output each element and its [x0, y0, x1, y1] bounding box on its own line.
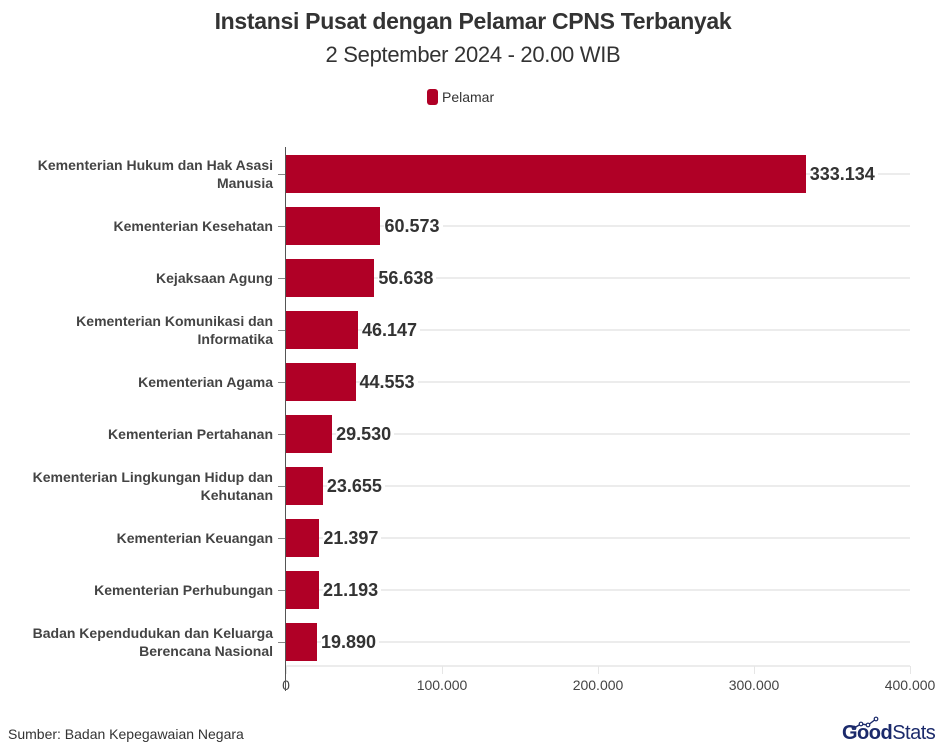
x-tick: [754, 666, 755, 674]
x-tick: [910, 666, 911, 674]
bar-value-label: 21.193: [323, 580, 382, 600]
gridline: [286, 641, 910, 643]
category-label: Kementerian Kesehatan: [113, 218, 273, 234]
x-tick-label: 400.000: [884, 677, 936, 693]
x-tick-label: 0: [282, 677, 290, 693]
gridline: [286, 381, 910, 383]
bar[interactable]: [286, 519, 320, 557]
bar[interactable]: [286, 259, 375, 297]
bar-value-label: 29.530: [336, 424, 395, 444]
category-label: Badan Kependudukan dan Keluarga Berencana…: [32, 625, 273, 659]
logo-trend-icon: [851, 716, 879, 730]
chart-subtitle: 2 September 2024 - 20.00 WIB: [325, 42, 621, 67]
y-tick: [278, 174, 285, 175]
bar-value-label: 333.134: [809, 164, 878, 184]
bar-value-label: 56.638: [378, 268, 437, 288]
gridline: [286, 537, 910, 539]
y-tick: [278, 278, 285, 279]
gridline: [286, 225, 910, 227]
bar-value-label: 46.147: [361, 320, 421, 340]
chart-title: Instansi Pusat dengan Pelamar CPNS Terba…: [214, 8, 732, 34]
gridline: [286, 485, 910, 487]
y-tick: [278, 434, 285, 435]
bar-value-label: 21.397: [323, 528, 382, 548]
bar[interactable]: [286, 415, 333, 453]
gridline: [286, 433, 910, 435]
bar[interactable]: [286, 623, 318, 661]
category-label: Kementerian Komunikasi dan Informatika: [76, 313, 273, 347]
source-note: Sumber: Badan Kepegawaian Negara: [8, 726, 244, 742]
legend: Pelamar: [427, 89, 494, 105]
category-label: Kementerian Pertahanan: [108, 426, 273, 442]
legend-swatch-icon: [427, 89, 438, 105]
y-tick: [278, 226, 285, 227]
y-tick: [278, 330, 285, 331]
category-label: Kementerian Keuangan: [116, 530, 273, 546]
legend-label[interactable]: Pelamar: [442, 89, 495, 105]
x-tick-label: 100.000: [416, 677, 468, 693]
bar[interactable]: [286, 311, 358, 349]
category-label: Kementerian Perhubungan: [94, 582, 273, 598]
gridline: [286, 277, 910, 279]
y-tick: [278, 538, 285, 539]
bar-value-label: 23.655: [326, 476, 385, 496]
x-tick: [442, 666, 443, 674]
x-tick: [286, 666, 287, 674]
x-tick: [598, 666, 599, 674]
y-tick: [278, 590, 285, 591]
category-label: Kejaksaan Agung: [156, 270, 273, 286]
y-tick: [278, 382, 285, 383]
bar[interactable]: [286, 467, 323, 505]
y-axis-line: [285, 147, 286, 691]
category-label: Kementerian Lingkungan Hidup dan Kehutana…: [32, 469, 273, 503]
goodstats-logo[interactable]: GoodStats: [842, 722, 936, 744]
gridline: [286, 329, 910, 331]
gridline: [286, 589, 910, 591]
y-tick: [278, 486, 285, 487]
bar[interactable]: [286, 571, 320, 609]
y-tick: [278, 642, 285, 643]
bar-value-label: 60.573: [384, 216, 443, 236]
bar-value-label: 19.890: [321, 632, 380, 652]
bar[interactable]: [286, 155, 806, 193]
x-tick-label: 200.000: [572, 677, 624, 693]
category-label: Kementerian Agama: [138, 374, 273, 390]
category-label: Kementerian Hukum dan Hak Asasi Manusia: [37, 157, 273, 191]
bar[interactable]: [286, 363, 356, 401]
bar-value-label: 44.553: [359, 372, 418, 392]
bar[interactable]: [286, 207, 381, 245]
x-tick-label: 300.000: [728, 677, 780, 693]
